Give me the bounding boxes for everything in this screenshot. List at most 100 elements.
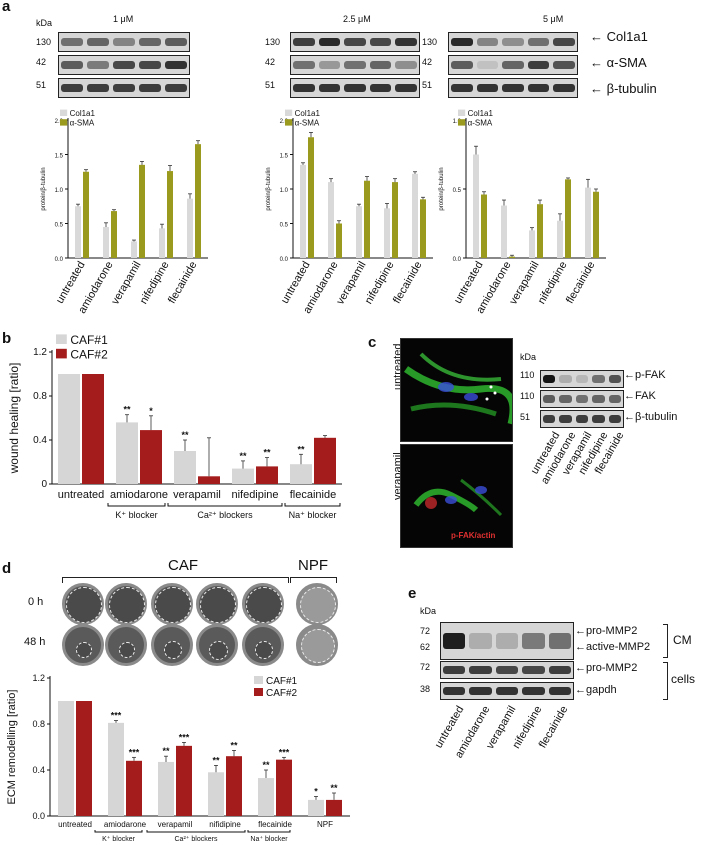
y-tick-label: 0.0 [32, 811, 45, 821]
ecm-dish [242, 583, 284, 625]
blot-band [592, 375, 605, 383]
protein-label: ←gapdh [575, 684, 617, 696]
dish-area [155, 587, 191, 623]
ecm-dish [105, 583, 147, 625]
bar [481, 194, 487, 258]
dish-area [109, 587, 145, 623]
ecm-dish [242, 624, 284, 666]
legend-label: Col1a1 [468, 109, 494, 118]
legend-label: CAF#2 [266, 688, 298, 699]
category-label: verapamil [158, 820, 193, 829]
legend-swatch [458, 109, 466, 116]
blot-band [395, 60, 417, 70]
bar [356, 206, 362, 258]
category-label: untreated [58, 489, 104, 501]
blot-band [61, 37, 83, 47]
bar [308, 799, 324, 816]
blot-band [87, 83, 109, 93]
blot-band [476, 60, 499, 70]
group-label: K⁺ blocker [102, 835, 136, 843]
legend-label: CAF#1 [266, 676, 298, 687]
blot-band [608, 415, 621, 423]
blot-band [553, 83, 575, 93]
blot-band [443, 687, 466, 695]
blot-band [139, 37, 161, 47]
bar [131, 241, 137, 258]
ecm-dish [62, 624, 104, 666]
blot-band [559, 415, 572, 423]
ecm-dish [151, 583, 193, 625]
blot-band [469, 687, 492, 695]
npf-bracket [290, 577, 337, 583]
mw-label: 51 [520, 412, 531, 422]
bar [412, 173, 418, 258]
bar [108, 722, 124, 816]
bar-chart-a-5um: 0.00.51.0untreatedamiodaroneverapamilnif… [439, 109, 606, 316]
y-tick-label: 0.4 [33, 435, 47, 446]
conc-1-label: 1 μM [113, 14, 134, 24]
significance-label: ** [330, 783, 338, 793]
dish-area [76, 642, 92, 658]
blot-band [369, 83, 392, 93]
blot-strip [440, 682, 574, 700]
bar [167, 171, 173, 258]
significance-label: *** [129, 747, 140, 757]
significance-label: * [314, 786, 318, 796]
blot-strip [540, 410, 624, 428]
legend-swatch [56, 348, 67, 359]
y-axis-label: protein/β-tubulin [439, 167, 445, 210]
significance-label: ** [212, 755, 220, 765]
bar [82, 374, 104, 484]
bar [256, 466, 278, 484]
y-tick-label: 2.0 [55, 119, 64, 125]
bar [501, 205, 507, 258]
significance-label: *** [279, 747, 290, 757]
category-label: flecainide [258, 820, 292, 829]
bar [76, 701, 92, 816]
micrograph-verapamil: p-FAK/actin [400, 444, 513, 548]
cm-bracket [663, 624, 668, 658]
blot-band [344, 83, 366, 93]
blot-band [344, 37, 366, 47]
bar [326, 799, 342, 816]
y-tick-label: 1.5 [280, 154, 289, 160]
category-label: nifidipine [209, 820, 241, 829]
y-tick-label: 1.0 [55, 188, 64, 194]
blot-band [369, 37, 392, 47]
y-axis-label: protein/β-tubulin [41, 167, 47, 210]
significance-label: ** [230, 740, 238, 750]
y-tick-label: 0.0 [280, 257, 289, 263]
blot-band [293, 37, 315, 47]
bar-chart-d-ecm: 0.00.40.81.2untreated******amiodarone***… [6, 673, 350, 843]
stain-label: p-FAK/actin [451, 531, 496, 540]
ecm-dish [296, 583, 338, 625]
time-label: 0 h [28, 596, 44, 608]
bar [473, 154, 479, 258]
y-tick-label: 1.0 [280, 188, 289, 194]
protein-label: ←active-MMP2 [575, 641, 651, 653]
bar [83, 171, 89, 258]
protein-label: ←p-FAK [624, 369, 666, 381]
protein-label: ←FAK [624, 390, 656, 402]
blot-band [502, 83, 524, 93]
category-label: untreated [58, 820, 92, 829]
dish-area [255, 641, 273, 659]
dish-area [164, 641, 182, 659]
significance-label: ** [263, 448, 271, 458]
bar [314, 437, 336, 484]
bar-chart-a-2_5um: 0.00.51.01.52.0untreatedamiodaroneverapa… [266, 109, 433, 316]
bar [176, 745, 192, 816]
ecm-dish [62, 583, 104, 625]
y-tick-label: 0.5 [280, 223, 289, 229]
blot-band [502, 60, 524, 70]
protein-label: ← α-SMA [590, 55, 647, 70]
bar [308, 137, 314, 258]
blot-band [113, 83, 135, 93]
significance-label: *** [111, 711, 122, 721]
mw-label: 62 [420, 642, 431, 652]
blot-strip [540, 390, 624, 408]
blot-band [443, 632, 466, 650]
mw-label: 110 [520, 391, 535, 401]
blot-band [527, 83, 550, 93]
mw-label: 51 [265, 80, 276, 90]
